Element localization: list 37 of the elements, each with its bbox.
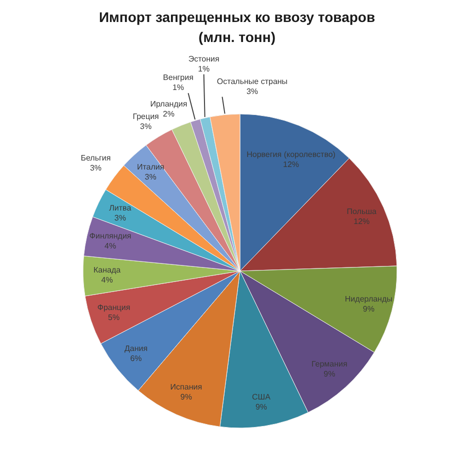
slice-label: Венгрия (163, 73, 194, 82)
slice-label: Германия (311, 359, 348, 368)
slice-label: Остальные страны (216, 76, 288, 86)
slice-label: Польша (346, 207, 378, 216)
slice-label: Эстония (188, 54, 220, 64)
slice-label: Греция (132, 112, 159, 122)
slice-label: Финляндия (89, 231, 132, 240)
data-label: 3% (246, 86, 258, 96)
data-label: 1% (198, 64, 210, 74)
data-label: 9% (362, 304, 374, 314)
slice-label: США (252, 392, 272, 402)
slice-label: Канада (94, 265, 122, 274)
slice-label: Дания (124, 344, 148, 353)
slice-label: Норвегия (королевство) (246, 150, 336, 159)
data-label: 1% (172, 83, 184, 92)
slice-label: Бельгия (80, 153, 111, 162)
slice-label: Испания (170, 382, 202, 392)
data-label: 9% (180, 392, 192, 402)
slice-label: Франция (97, 302, 130, 312)
data-label: 5% (108, 312, 120, 322)
data-label: 3% (114, 213, 126, 222)
slice-label: Ирландия (150, 100, 188, 109)
slice-label: Литва (109, 203, 132, 212)
data-label: 3% (144, 172, 156, 182)
data-label: 2% (162, 110, 174, 119)
data-label: 4% (104, 241, 116, 250)
data-label: 9% (255, 402, 268, 412)
data-label: 3% (140, 122, 152, 132)
data-label: 3% (90, 163, 102, 172)
data-label: 12% (354, 217, 370, 226)
chart-title: Импорт запрещенных ко ввозу товаров (млн. тонн) (98, 9, 376, 45)
data-label: 12% (283, 160, 300, 169)
data-label: 6% (130, 354, 142, 363)
data-label: 4% (101, 275, 113, 284)
slice-label: Нидерланды (344, 294, 393, 304)
data-label: 9% (324, 369, 336, 378)
slice-label: Италия (136, 162, 164, 172)
